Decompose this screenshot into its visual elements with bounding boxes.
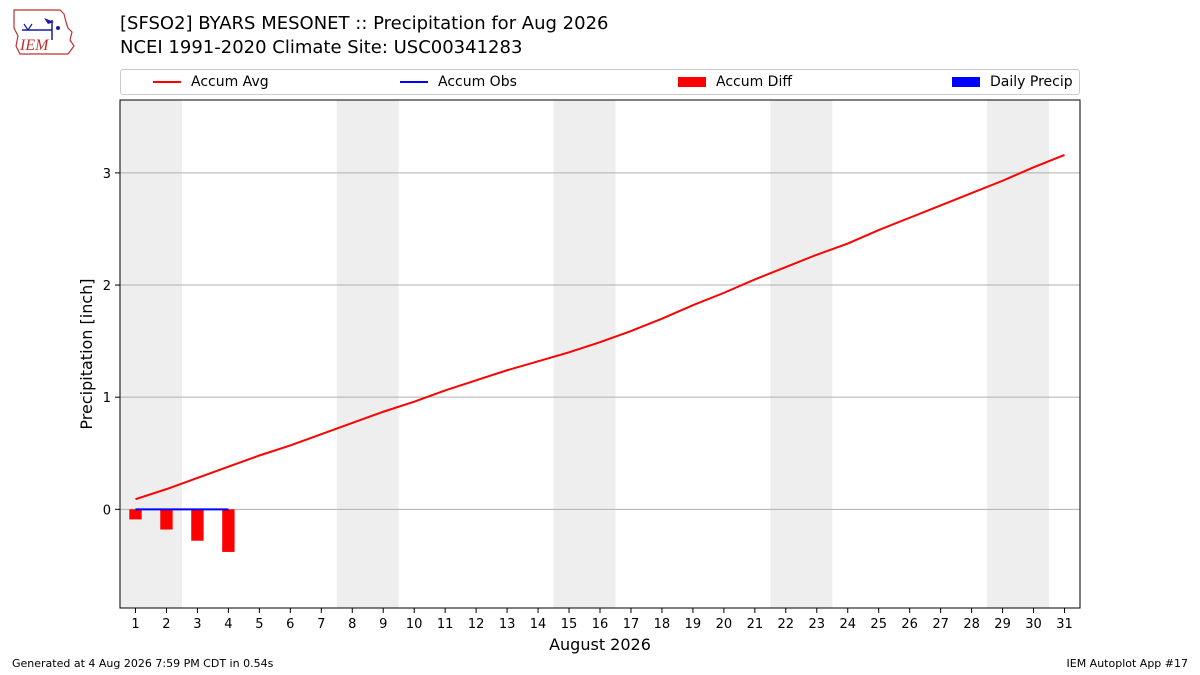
- logo-text: IEM: [19, 37, 50, 54]
- x-tick-label: 28: [963, 617, 980, 632]
- legend-swatch-accum-avg: [153, 81, 181, 83]
- series-lines: [135, 154, 1065, 511]
- x-tick-label: 21: [747, 617, 764, 632]
- y-tick-label: 1: [103, 391, 111, 406]
- x-tick-label: 9: [379, 617, 387, 632]
- x-tick-label: 16: [592, 617, 609, 632]
- x-tick-label: 15: [561, 617, 578, 632]
- footer-app: IEM Autoplot App #17: [1066, 657, 1189, 670]
- y-tick-label: 3: [103, 167, 111, 182]
- title-line-2: NCEI 1991-2020 Climate Site: USC00341283: [120, 37, 523, 58]
- weekend-band: [770, 100, 833, 608]
- x-tick-label: 10: [406, 617, 423, 632]
- x-tick-label: 27: [932, 617, 949, 632]
- x-tick-label: 23: [809, 617, 826, 632]
- weekend-band: [987, 100, 1050, 608]
- x-tick-label: 1: [131, 617, 139, 632]
- y-tick-label: 2: [103, 279, 111, 294]
- x-tick-label: 2: [162, 617, 170, 632]
- x-tick-label: 5: [255, 617, 263, 632]
- accum-diff-bars: [129, 509, 235, 552]
- y-axis-label: Precipitation [inch]: [77, 278, 96, 429]
- x-tick-label: 11: [437, 617, 454, 632]
- legend-item-daily-precip: Daily Precip: [952, 70, 1073, 94]
- legend-label-accum-diff: Accum Diff: [716, 74, 793, 90]
- legend-item-accum-diff: Accum Diff: [678, 70, 792, 94]
- x-tick-label: 3: [193, 617, 201, 632]
- footer-generated: Generated at 4 Aug 2026 7:59 PM CDT in 0…: [12, 657, 274, 670]
- legend-label-daily-precip: Daily Precip: [990, 74, 1073, 90]
- accum-diff-bar: [160, 509, 173, 530]
- x-tick-label: 20: [716, 617, 733, 632]
- legend: Accum Avg Accum Obs Accum Diff Daily Pre…: [120, 69, 1080, 95]
- x-tick-label: 17: [623, 617, 640, 632]
- legend-label-accum-obs: Accum Obs: [438, 74, 517, 90]
- x-tick-label: 29: [994, 617, 1011, 632]
- weekend-band: [336, 100, 399, 608]
- x-axis-label: August 2026: [549, 635, 651, 654]
- accum-diff-bar: [191, 509, 204, 541]
- x-tick-label: 12: [468, 617, 485, 632]
- x-tick-label: 19: [685, 617, 702, 632]
- accum-diff-bar: [222, 509, 235, 552]
- y-axis-ticks: 0 1 2 3: [103, 167, 120, 518]
- x-tick-label: 14: [530, 617, 547, 632]
- accum-diff-bar: [129, 509, 142, 520]
- y-tick-label: 0: [103, 503, 111, 518]
- x-tick-label: 25: [870, 617, 887, 632]
- x-tick-label: 24: [839, 617, 856, 632]
- legend-item-accum-avg: Accum Avg: [153, 70, 269, 94]
- legend-item-accum-obs: Accum Obs: [400, 70, 517, 94]
- accum-avg-line: [135, 154, 1065, 501]
- chart-title: [SFSO2] BYARS MESONET :: Precipitation f…: [120, 12, 609, 60]
- title-line-1: [SFSO2] BYARS MESONET :: Precipitation f…: [120, 13, 609, 34]
- x-tick-label: 31: [1056, 617, 1073, 632]
- x-tick-label: 4: [224, 617, 232, 632]
- x-tick-label: 7: [317, 617, 325, 632]
- legend-swatch-accum-obs: [400, 81, 428, 83]
- weekend-band: [120, 100, 182, 608]
- legend-swatch-accum-diff: [678, 77, 706, 87]
- weekend-bands: [120, 100, 1050, 608]
- x-axis-ticks: 1 2 3 4 5 6 7 8 9 10 11 12 13 14 15 16 17 18 19 20 21 22 23 24 2…: [131, 608, 1073, 632]
- legend-swatch-daily-precip: [952, 77, 980, 87]
- x-tick-label: 22: [778, 617, 795, 632]
- x-tick-label: 26: [901, 617, 918, 632]
- x-tick-label: 30: [1025, 617, 1042, 632]
- iem-logo: IEM: [13, 9, 75, 55]
- x-tick-label: 8: [348, 617, 356, 632]
- legend-label-accum-avg: Accum Avg: [191, 74, 269, 90]
- x-tick-label: 13: [499, 617, 516, 632]
- x-tick-label: 18: [654, 617, 671, 632]
- x-tick-label: 6: [286, 617, 294, 632]
- grid-lines: [120, 172, 1080, 510]
